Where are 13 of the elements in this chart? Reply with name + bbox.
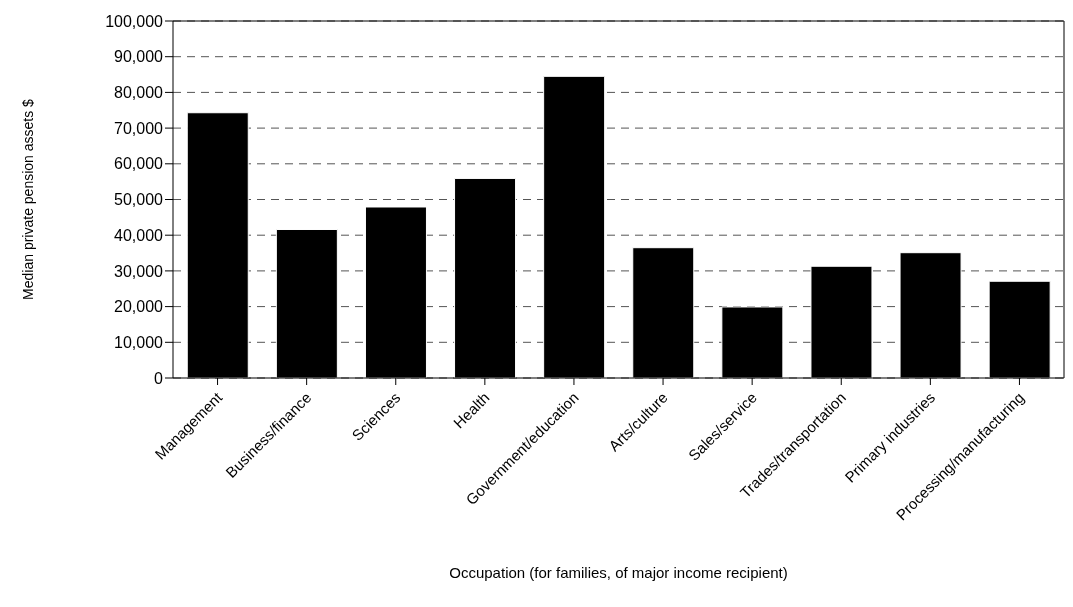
y-tick-label: 100,000 — [105, 12, 164, 30]
y-tick-label: 10,000 — [114, 333, 164, 351]
y-tick-label: 90,000 — [114, 48, 164, 66]
y-tick-label: 80,000 — [114, 84, 164, 102]
y-tick-label: 20,000 — [114, 298, 164, 316]
x-axis-title: Occupation (for families, of major income recipient) — [449, 564, 788, 581]
y-axis-title: Median private pension assets $ — [19, 98, 36, 300]
y-tick-label: 60,000 — [114, 155, 164, 173]
y-tick-label: 30,000 — [114, 262, 164, 280]
y-tick-label: 0 — [154, 369, 164, 387]
y-tick-label: 50,000 — [114, 191, 164, 209]
y-tick-label: 40,000 — [114, 226, 164, 244]
y-tick-label: 70,000 — [114, 119, 164, 137]
